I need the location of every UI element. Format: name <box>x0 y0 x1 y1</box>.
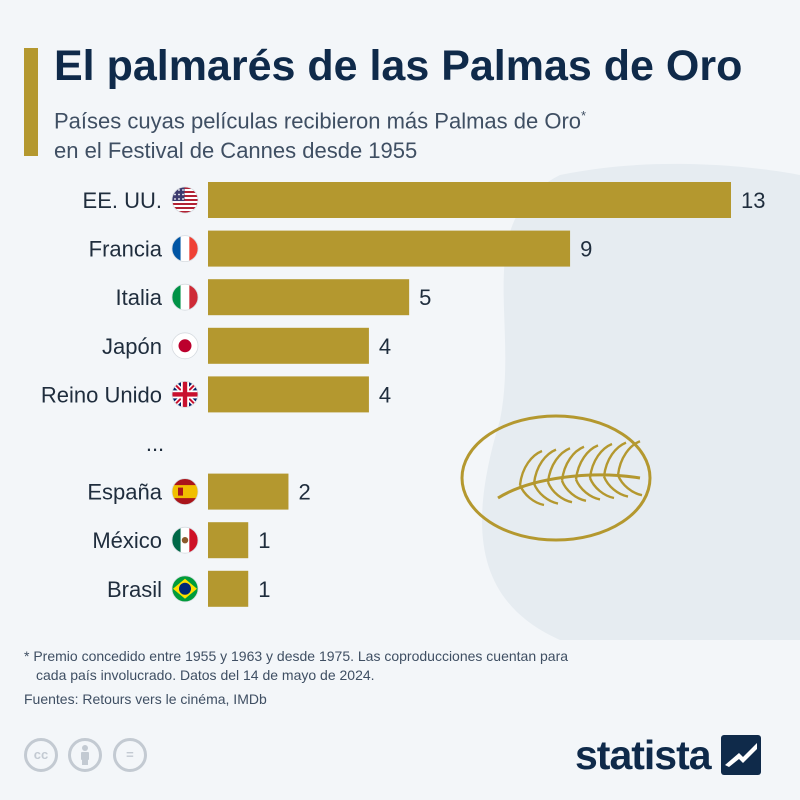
subtitle-line-2: en el Festival de Cannes desde 1955 <box>54 138 418 164</box>
bar <box>208 230 571 267</box>
no-derivatives-icon[interactable]: = <box>112 738 147 772</box>
palm-leaf-icon <box>460 414 652 542</box>
value-label: 9 <box>580 237 592 262</box>
value-label: 5 <box>419 285 431 310</box>
footnote: * Premio concedido entre 1955 y 1963 y d… <box>24 647 724 685</box>
value-label: 4 <box>379 382 391 407</box>
france-flag-icon <box>171 235 199 262</box>
category-ellipsis: ... <box>146 431 164 456</box>
attribution-icon[interactable] <box>68 738 103 772</box>
bar-chart: EE. UU. 13 Francia 9 Italia 5 Japón 4 Reino Unid… <box>41 182 765 607</box>
category-label: EE. UU. <box>83 188 162 213</box>
category-label: España <box>87 480 162 505</box>
bar <box>208 327 369 364</box>
mexico-flag-icon <box>171 526 199 554</box>
statista-mark-icon <box>721 735 762 775</box>
italy-flag-icon <box>171 283 199 311</box>
category-label: Italia <box>116 285 163 310</box>
subtitle-footnote-mark: * <box>581 108 587 123</box>
value-label: 1 <box>258 528 270 553</box>
value-label: 2 <box>298 480 310 505</box>
bar <box>208 570 249 607</box>
bar <box>208 182 731 218</box>
subtitle-line-1: Países cuyas películas recibieron más Pa… <box>54 108 582 134</box>
category-label: Reino Unido <box>41 382 162 407</box>
value-label: 1 <box>258 577 270 602</box>
chart-subtitle: Países cuyas películas recibieron más Pa… <box>54 101 774 166</box>
value-label: 13 <box>741 188 765 213</box>
category-label: Brasil <box>107 577 162 602</box>
bar <box>208 522 249 559</box>
statista-logo[interactable]: statista <box>575 730 762 780</box>
cc-icon[interactable]: cc <box>24 738 58 772</box>
footnote-line-2: cada país involucrado. Datos del 14 de m… <box>36 667 375 683</box>
spain-flag-icon <box>171 478 199 506</box>
bar <box>208 279 410 316</box>
chart-title: El palmarés de las Palmas de Oro <box>54 42 743 90</box>
bar <box>208 473 289 510</box>
brazil-flag-icon <box>171 575 199 603</box>
footnote-line-1: * Premio concedido entre 1955 y 1963 y d… <box>24 648 569 664</box>
category-label: Japón <box>102 334 162 359</box>
title-accent-bar <box>24 48 38 156</box>
japan-flag-icon <box>171 332 199 360</box>
us-flag-icon <box>171 186 199 214</box>
uk-flag-icon <box>171 380 199 408</box>
sources: Fuentes: Retours vers le cinéma, IMDb <box>24 691 267 707</box>
value-label: 4 <box>379 334 391 359</box>
bar <box>208 376 369 413</box>
license-icons[interactable]: cc = <box>24 738 153 772</box>
category-label: México <box>92 528 162 553</box>
category-label: Francia <box>89 237 163 262</box>
brand-name: statista <box>575 732 712 778</box>
